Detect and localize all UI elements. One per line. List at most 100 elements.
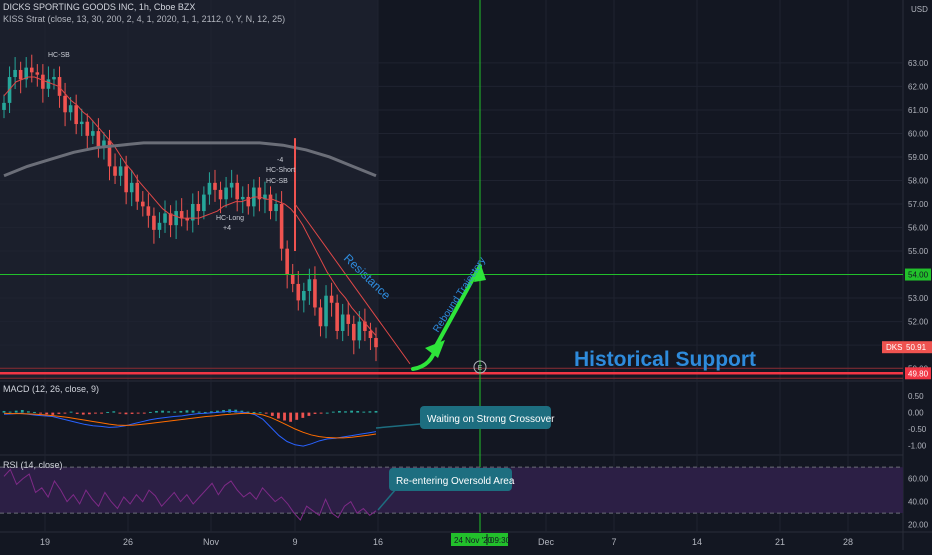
macd-tick-label: -1.00 [908, 441, 927, 450]
price-candle [363, 321, 367, 331]
price-candle [168, 213, 173, 226]
x-tick-label: 7 [611, 537, 616, 547]
price-candle [190, 204, 195, 221]
price-tick-label: 58.00 [908, 176, 929, 185]
price-tick-label: 60.00 [908, 129, 929, 138]
price-candle [124, 166, 128, 193]
macd-histogram-bar [222, 409, 225, 413]
signal-label: HC-Short [266, 167, 295, 174]
macd-histogram-bar [20, 409, 24, 413]
level-tag-red [905, 367, 931, 380]
price-candle [113, 166, 117, 176]
price-candle [102, 140, 106, 148]
price-tick-label: 56.00 [908, 224, 929, 233]
macd-histogram-bar [277, 412, 280, 419]
price-candle [41, 74, 45, 89]
price-candle [240, 196, 245, 200]
macd-histogram-bar [307, 412, 311, 416]
macd-histogram-bar [173, 411, 177, 413]
price-candle [196, 204, 201, 212]
price-candle [174, 211, 178, 226]
rsi-pane-label: RSI (14, close) [3, 460, 63, 470]
macd-line [3, 410, 377, 447]
price-candle [346, 314, 351, 324]
price-candle [24, 67, 29, 80]
price-candle [91, 131, 95, 136]
x-tick-label: 28 [843, 537, 853, 547]
x-tick-label: 9 [292, 537, 297, 547]
price-candle [107, 140, 112, 167]
signal-label: HC-SB [266, 178, 288, 185]
macd-histogram-bar [63, 412, 67, 414]
last-price-symbol: DKS [886, 343, 902, 352]
macd-histogram-bar [106, 411, 110, 413]
price-candle [163, 213, 167, 223]
price-candle [129, 182, 134, 193]
price-candle [202, 194, 206, 212]
macd-histogram-bar [45, 412, 49, 415]
macd-tick-label: 0.50 [908, 392, 924, 401]
price-candle [85, 121, 90, 136]
price-candle [279, 204, 284, 249]
price-candle [285, 248, 289, 275]
time-highlight-text: 09:30 [490, 536, 511, 545]
rsi-callout-pointer [377, 488, 397, 511]
price-tick-label: 63.00 [908, 59, 929, 68]
macd-histogram-bar [240, 410, 244, 413]
price-candle [46, 79, 51, 89]
price-candle [68, 105, 73, 113]
price-candle [329, 295, 334, 303]
ema-line [3, 76, 377, 337]
price-candle [257, 187, 262, 200]
macd-histogram-bar [319, 412, 323, 414]
macd-histogram-bar [374, 410, 378, 413]
price-candle [35, 72, 40, 75]
price-candle [246, 196, 251, 207]
level-tag-green-text: 54.00 [908, 271, 929, 280]
macd-histogram-bar [136, 412, 140, 414]
macd-histogram-bar [270, 412, 274, 416]
price-candle [179, 211, 184, 219]
price-candle [157, 222, 162, 230]
macd-histogram-bar [258, 412, 262, 414]
event-marker-label: E [478, 365, 483, 372]
macd-histogram-bar [197, 411, 201, 413]
symbol-title: DICKS SPORTING GOODS INC, 1h, Cboe BZX [3, 2, 196, 12]
indicator-title: KISS Strat (close, 13, 30, 200, 2, 4, 1,… [3, 14, 286, 24]
macd-signal-line [3, 412, 377, 439]
macd-histogram-bar [75, 412, 79, 414]
rsi-tick-label: 60.00 [908, 475, 929, 484]
price-candle [263, 194, 267, 200]
macd-histogram-bar [69, 411, 73, 413]
signal-label: -4 [277, 157, 283, 164]
price-candle [368, 330, 373, 339]
rsi-callout-box [389, 468, 512, 491]
macd-histogram-bar [14, 410, 18, 413]
price-candle [302, 291, 306, 301]
macd-histogram-bar [57, 412, 61, 414]
price-candle [96, 131, 101, 148]
price-candle [213, 182, 217, 190]
macd-histogram-bar [203, 411, 207, 413]
last-price-tag [882, 341, 932, 354]
price-candle [357, 321, 362, 341]
signal-label: HC-Long [216, 215, 244, 222]
macd-histogram-bar [112, 411, 116, 413]
price-candle [229, 182, 234, 188]
price-candle [52, 77, 56, 80]
macd-histogram-bar [8, 411, 12, 413]
macd-histogram-bar [51, 412, 55, 415]
price-candle [118, 166, 123, 176]
macd-histogram-bar [301, 412, 305, 418]
macd-histogram-bar [313, 412, 317, 414]
x-tick-label: 16 [373, 537, 383, 547]
level-tag-green [905, 268, 931, 281]
price-candle [290, 274, 295, 284]
signal-label: HC-SB [48, 52, 70, 59]
macd-histogram-bar [325, 412, 329, 414]
price-tick-label: 55.00 [908, 247, 929, 256]
macd-histogram-bar [191, 410, 195, 413]
macd-histogram-bar [155, 410, 158, 413]
